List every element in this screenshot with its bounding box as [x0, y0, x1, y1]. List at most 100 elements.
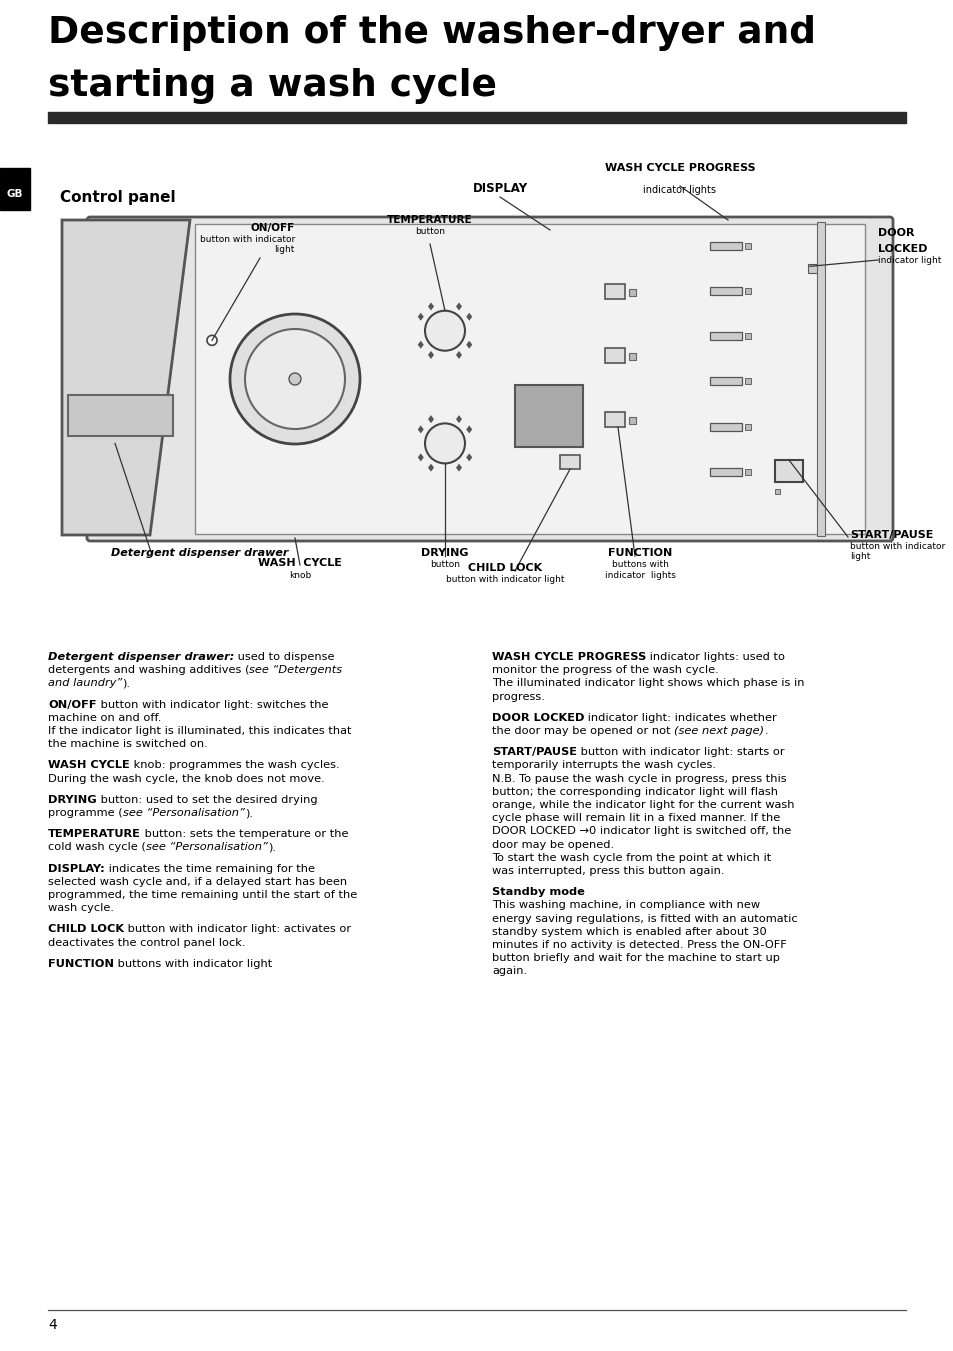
- Polygon shape: [456, 351, 461, 359]
- Text: FUNCTION: FUNCTION: [48, 959, 113, 969]
- Text: used to dispense: used to dispense: [234, 653, 335, 662]
- Bar: [709, 332, 741, 340]
- Bar: [816, 222, 824, 536]
- Polygon shape: [417, 426, 423, 434]
- Text: cycle phase will remain lit in a fixed manner. If the: cycle phase will remain lit in a fixed m…: [492, 813, 780, 823]
- Bar: [68, 394, 172, 436]
- Bar: [604, 284, 624, 299]
- Text: START/PAUSE: START/PAUSE: [492, 747, 577, 757]
- Circle shape: [230, 313, 359, 444]
- Text: 4: 4: [48, 1319, 56, 1332]
- Bar: [744, 423, 750, 430]
- Bar: [709, 467, 741, 476]
- Bar: [709, 377, 741, 385]
- Text: minutes if no activity is detected. Press the ON-OFF: minutes if no activity is detected. Pres…: [492, 940, 786, 950]
- Text: button: button: [430, 561, 459, 569]
- Text: wash cycle.: wash cycle.: [48, 904, 113, 913]
- Bar: [709, 423, 741, 431]
- Text: WASH CYCLE PROGRESS: WASH CYCLE PROGRESS: [492, 653, 645, 662]
- Text: START/PAUSE: START/PAUSE: [849, 530, 932, 540]
- Text: ON/OFF: ON/OFF: [251, 223, 294, 232]
- Text: CHILD LOCK: CHILD LOCK: [48, 924, 124, 935]
- Text: the machine is switched on.: the machine is switched on.: [48, 739, 208, 750]
- Text: indicator lights: indicator lights: [643, 173, 716, 195]
- Bar: [604, 412, 624, 427]
- Bar: [807, 263, 817, 273]
- Bar: [744, 378, 750, 385]
- Text: DISPLAY: DISPLAY: [472, 182, 527, 195]
- Bar: [194, 224, 864, 534]
- Text: FUNCTION: FUNCTION: [607, 549, 672, 558]
- Text: button; the corresponding indicator light will flash: button; the corresponding indicator ligh…: [492, 786, 778, 797]
- Text: WASH CYCLE PROGRESS: WASH CYCLE PROGRESS: [604, 163, 755, 173]
- Text: button with indicator
light: button with indicator light: [849, 542, 944, 562]
- Text: see “Personalisation”: see “Personalisation”: [146, 843, 268, 852]
- Polygon shape: [466, 312, 472, 320]
- Circle shape: [424, 311, 464, 351]
- Text: was interrupted, press this button again.: was interrupted, press this button again…: [492, 866, 723, 875]
- Text: WASH CYCLE: WASH CYCLE: [48, 761, 130, 770]
- Text: and laundry”: and laundry”: [48, 678, 122, 689]
- Bar: [515, 385, 582, 447]
- Bar: [559, 455, 579, 469]
- Bar: [628, 417, 636, 424]
- Bar: [744, 288, 750, 295]
- Polygon shape: [466, 454, 472, 462]
- Text: button with indicator
light: button with indicator light: [199, 235, 294, 254]
- Text: DOOR: DOOR: [877, 228, 914, 238]
- Text: see “Detergents: see “Detergents: [250, 665, 342, 676]
- Text: DOOR LOCKED →0 indicator light is switched off, the: DOOR LOCKED →0 indicator light is switch…: [492, 827, 790, 836]
- Polygon shape: [456, 303, 461, 311]
- Polygon shape: [62, 220, 190, 535]
- Text: button: button: [415, 227, 444, 236]
- Bar: [744, 334, 750, 339]
- FancyBboxPatch shape: [87, 218, 892, 540]
- Text: standby system which is enabled after about 30: standby system which is enabled after ab…: [492, 927, 766, 936]
- Text: monitor the progress of the wash cycle.: monitor the progress of the wash cycle.: [492, 665, 718, 676]
- Text: During the wash cycle, the knob does not move.: During the wash cycle, the knob does not…: [48, 774, 324, 784]
- Text: ).: ).: [122, 678, 131, 689]
- Bar: [709, 242, 741, 250]
- Text: DOOR LOCKED: DOOR LOCKED: [492, 713, 584, 723]
- Text: machine on and off.: machine on and off.: [48, 713, 161, 723]
- Polygon shape: [456, 463, 461, 471]
- Text: ).: ).: [268, 843, 275, 852]
- Text: DRYING: DRYING: [48, 794, 96, 805]
- Text: button with indicator light: switches the: button with indicator light: switches th…: [96, 700, 328, 709]
- Bar: [709, 288, 741, 296]
- Text: Description of the washer-dryer and: Description of the washer-dryer and: [48, 15, 815, 51]
- Text: Control panel: Control panel: [60, 190, 175, 205]
- Polygon shape: [456, 415, 461, 423]
- Text: button with indicator light: activates or: button with indicator light: activates o…: [124, 924, 351, 935]
- Text: energy saving regulations, is fitted with an automatic: energy saving regulations, is fitted wit…: [492, 913, 797, 924]
- Text: door may be opened.: door may be opened.: [492, 839, 614, 850]
- Text: deactivates the control panel lock.: deactivates the control panel lock.: [48, 938, 245, 947]
- Text: N.B. To pause the wash cycle in progress, press this: N.B. To pause the wash cycle in progress…: [492, 774, 786, 784]
- Circle shape: [245, 330, 345, 430]
- Text: knob: knob: [289, 571, 311, 580]
- Polygon shape: [417, 340, 423, 349]
- Polygon shape: [428, 303, 434, 311]
- Text: button with indicator light: starts or: button with indicator light: starts or: [577, 747, 783, 757]
- Text: buttons with indicator light: buttons with indicator light: [113, 959, 272, 969]
- Polygon shape: [428, 351, 434, 359]
- Text: DRYING: DRYING: [421, 549, 468, 558]
- Text: button: sets the temperature or the: button: sets the temperature or the: [141, 830, 348, 839]
- Text: cold wash cycle (: cold wash cycle (: [48, 843, 146, 852]
- Text: button briefly and wait for the machine to start up: button briefly and wait for the machine …: [492, 954, 780, 963]
- Text: Standby mode: Standby mode: [492, 888, 584, 897]
- Text: DISPLAY:: DISPLAY:: [48, 863, 105, 874]
- Text: see “Personalisation”: see “Personalisation”: [123, 808, 244, 817]
- Text: TEMPERATURE: TEMPERATURE: [387, 215, 473, 226]
- Bar: [0, 168, 30, 209]
- Text: the door may be opened or not: the door may be opened or not: [492, 725, 674, 736]
- Text: This washing machine, in compliance with new: This washing machine, in compliance with…: [492, 900, 760, 911]
- Circle shape: [424, 423, 464, 463]
- Text: CHILD LOCK: CHILD LOCK: [468, 563, 541, 573]
- Bar: [744, 243, 750, 249]
- Text: If the indicator light is illuminated, this indicates that: If the indicator light is illuminated, t…: [48, 725, 351, 736]
- Text: programmed, the time remaining until the start of the: programmed, the time remaining until the…: [48, 890, 356, 900]
- Polygon shape: [466, 340, 472, 349]
- Text: To start the wash cycle from the point at which it: To start the wash cycle from the point a…: [492, 852, 770, 863]
- Text: detergents and washing additives (: detergents and washing additives (: [48, 665, 250, 676]
